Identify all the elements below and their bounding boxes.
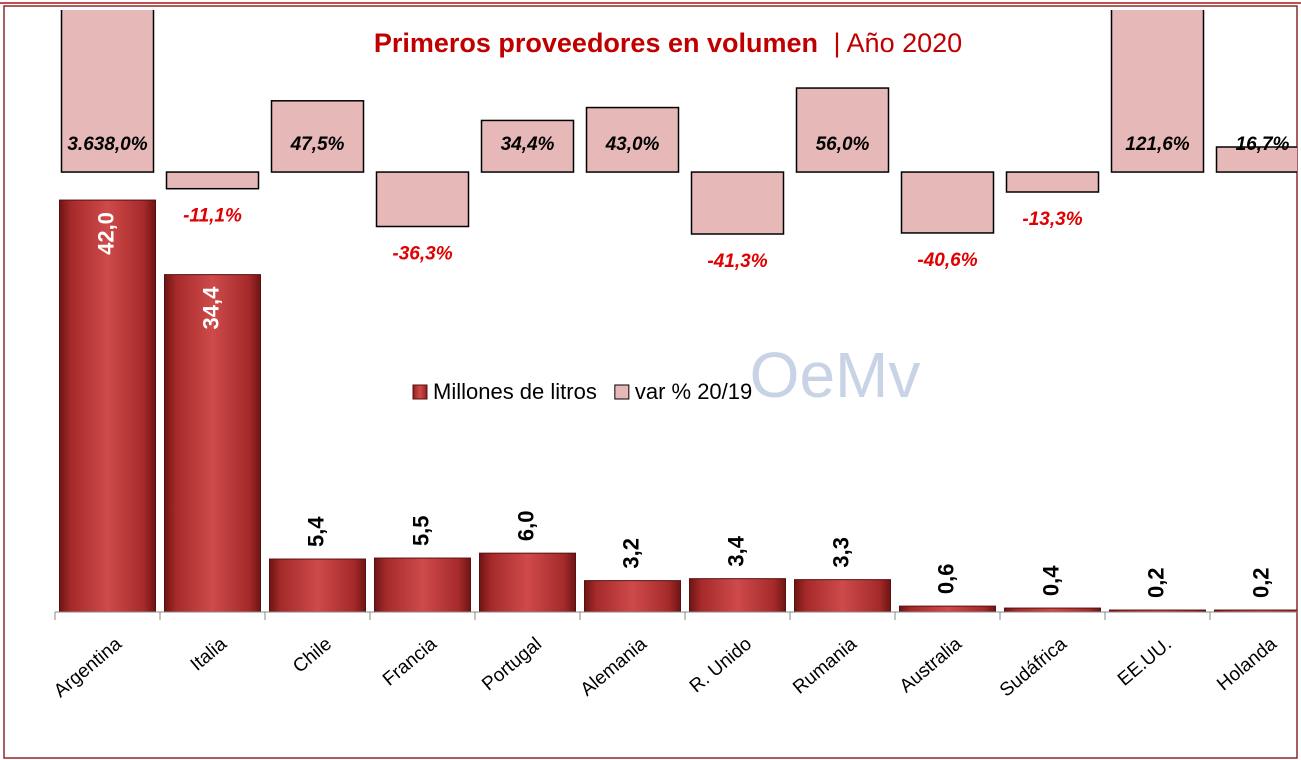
var-label: 34,4%: [501, 134, 555, 155]
var-label: 16,7%: [1236, 134, 1290, 155]
var-label: -11,1%: [183, 206, 242, 227]
plot: 42,0 3.638,0% 34,4 -11,1% 5,4 47,5% 5,5 -36,3% 6…: [59, 10, 1297, 613]
x-tick-label: Rumania: [789, 633, 861, 698]
x-tick-label: R. Unido: [686, 634, 756, 698]
volume-label: 3,3: [828, 537, 853, 568]
volume-bar: [59, 199, 156, 613]
frame: [3, 5, 1298, 759]
x-tick-label: Australia: [896, 633, 966, 697]
volume-label: 0,4: [1038, 565, 1063, 596]
x-tick-label: Chile: [289, 634, 336, 678]
var-bar: [60, 10, 155, 173]
x-tick-label: Alemania: [577, 633, 652, 700]
volume-label: 3,2: [618, 538, 643, 569]
var-bar: [900, 171, 995, 234]
chart-title: Primeros proveedores en volumen | Año 20…: [374, 28, 962, 58]
legend-swatch: [412, 384, 428, 400]
var-label: 121,6%: [1125, 134, 1190, 155]
var-label: 47,5%: [290, 134, 345, 155]
volume-bar: [794, 579, 891, 613]
legend-label: var % 20/19: [635, 379, 752, 404]
volume-bar: [374, 557, 471, 613]
var-label: 3.638,0%: [67, 134, 147, 155]
var-bar: [1005, 171, 1100, 193]
subtitle: | Año 2020: [834, 28, 963, 58]
var-bar: [1215, 146, 1297, 173]
var-bar: [585, 106, 680, 173]
x-tick-label: Italia: [187, 633, 232, 675]
x-tick-label: Argentina: [50, 633, 126, 702]
var-label: -41,3%: [707, 251, 767, 272]
volume-label: 42,0: [93, 212, 118, 255]
var-bar: [1110, 10, 1205, 173]
var-bar: [690, 171, 785, 235]
var-label: -13,3%: [1022, 209, 1082, 230]
x-tick-label: Portugal: [478, 634, 546, 696]
var-label: -40,6%: [917, 250, 977, 271]
var-label: 56,0%: [816, 134, 870, 155]
legend-swatch: [614, 384, 630, 400]
volume-label: 5,4: [303, 516, 328, 547]
volume-bar: [584, 580, 681, 613]
legend-label: Millones de litros: [433, 379, 597, 404]
x-tick-label: EE.UU.: [1114, 634, 1176, 691]
volume-bar: [164, 274, 261, 613]
x-tick-label: Holanda: [1213, 633, 1281, 695]
volume-bar: [479, 552, 576, 613]
volume-label: 6,0: [513, 511, 538, 542]
var-bar: [795, 87, 890, 173]
x-tick-label: Sudáfrica: [996, 633, 1071, 701]
volume-bar: [689, 578, 786, 613]
x-tick-label: Francia: [379, 633, 441, 690]
legend: Millones de litros var % 20/19: [412, 379, 752, 404]
title: Primeros proveedores en volumen: [374, 28, 818, 58]
var-bar: [480, 119, 575, 173]
var-bar: [270, 100, 365, 173]
volume-label: 34,4: [198, 286, 223, 330]
volume-bar: [899, 605, 996, 613]
volume-bar: [269, 558, 366, 613]
volume-bar: [1004, 607, 1101, 613]
volume-label: 0,2: [1143, 567, 1168, 598]
var-bar: [165, 171, 260, 190]
volume-label: 5,5: [408, 515, 433, 546]
volume-label: 0,2: [1248, 567, 1273, 598]
var-label: -36,3%: [392, 244, 452, 265]
var-label: 43,0%: [605, 134, 660, 155]
watermark: OeMv: [750, 339, 921, 411]
volume-label: 3,4: [723, 535, 748, 566]
volume-label: 0,6: [933, 564, 958, 595]
var-bar: [375, 171, 470, 228]
